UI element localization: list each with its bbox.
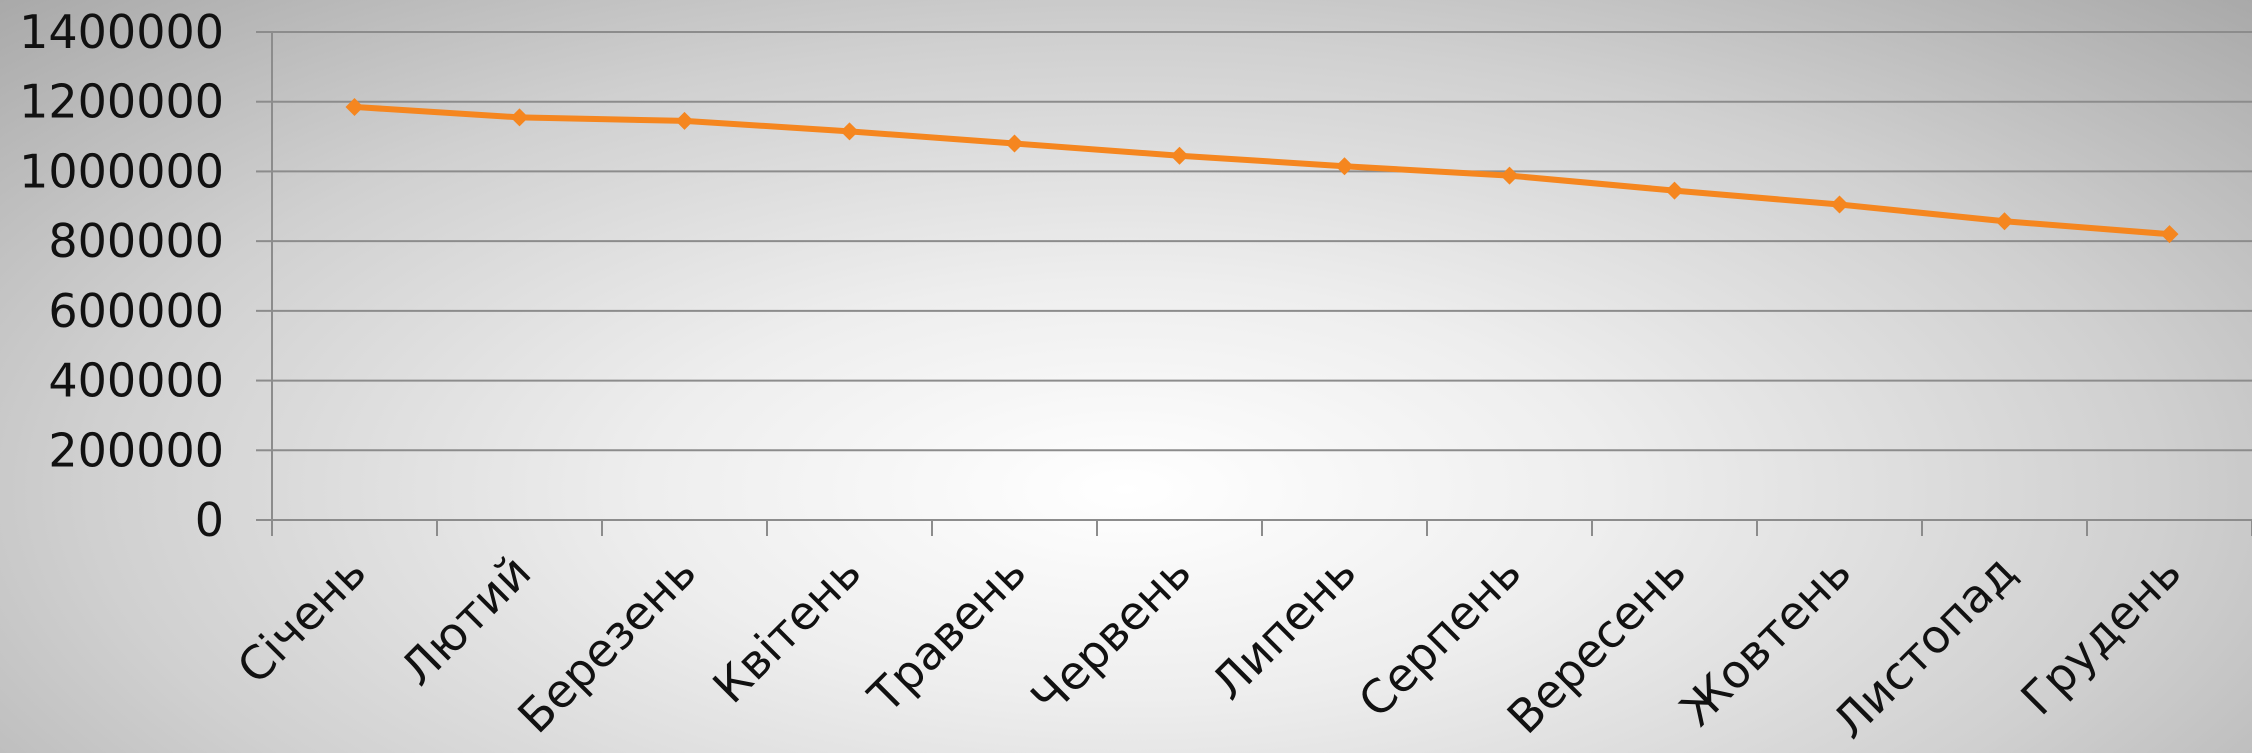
data-point-10	[1995, 212, 2014, 231]
y-tick-label: 0	[195, 493, 224, 547]
x-tick-label: Червень	[1021, 545, 1202, 726]
data-point-11	[2160, 225, 2179, 244]
x-axis-tick-labels: Січень ЛютийБерезеньКвітеньТравеньЧервень…	[227, 545, 2192, 749]
y-tick-label: 400000	[48, 354, 224, 408]
x-tick-label: Січень	[227, 545, 377, 695]
data-point-6	[1335, 157, 1354, 176]
data-point-4	[1005, 134, 1024, 153]
y-axis-tick-labels: 0 200000 400000 600000 800000 1000000 1200000 1…	[19, 5, 224, 547]
data-point-8	[1665, 181, 1684, 200]
x-tick-label: Лютий	[390, 545, 541, 696]
series-markers	[345, 97, 2179, 244]
data-point-1	[510, 108, 529, 127]
axes	[256, 31, 2252, 536]
y-tick-label: 600000	[48, 284, 224, 338]
x-tick-label: Травень	[857, 545, 1036, 724]
x-tick-label: Вересень	[1497, 545, 1697, 745]
gridlines	[272, 31, 2252, 452]
series-line	[354, 103, 2170, 238]
x-tick-label: Грудень	[2010, 545, 2191, 726]
data-point-0	[345, 97, 364, 116]
y-tick-label: 1200000	[19, 75, 224, 129]
y-tick-label: 1400000	[19, 5, 224, 59]
y-tick-label: 200000	[48, 423, 224, 477]
data-point-5	[1170, 146, 1189, 165]
data-point-9	[1830, 195, 1849, 214]
data-point-3	[840, 122, 859, 141]
x-tick-label: Квітень	[702, 545, 871, 714]
data-point-7	[1500, 166, 1519, 185]
y-tick-label: 1000000	[19, 144, 224, 198]
x-tick-label: Березень	[507, 545, 706, 744]
data-point-2	[675, 111, 694, 130]
series-line-0	[354, 103, 2170, 238]
y-tick-label: 800000	[48, 214, 224, 268]
x-tick-label: Липень	[1201, 545, 1366, 710]
